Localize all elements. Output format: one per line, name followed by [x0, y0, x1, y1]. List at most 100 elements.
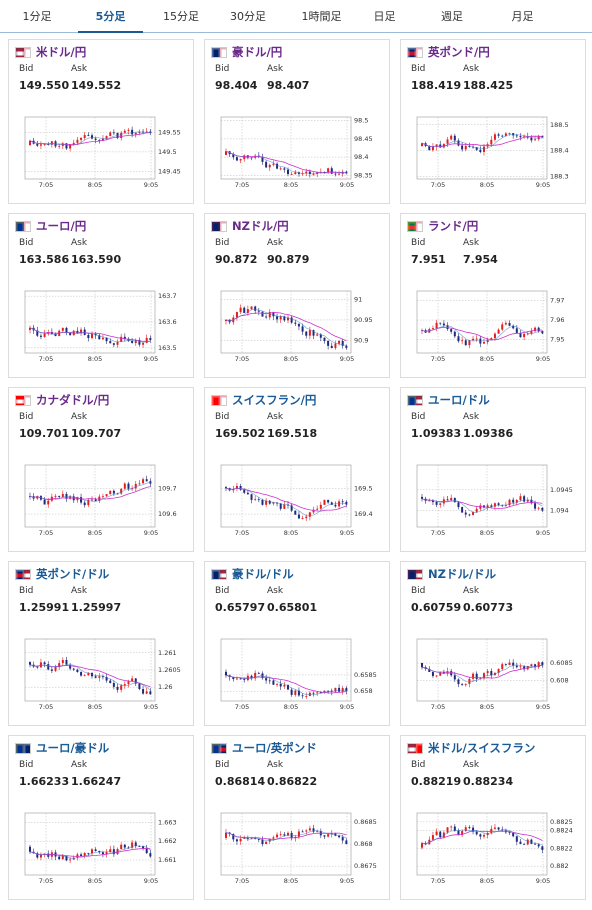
- price-chart[interactable]: 7:05 8:05 9:05 169.5 169.4: [205, 453, 391, 543]
- pair-title[interactable]: 英ポンド/ドル: [36, 567, 110, 581]
- candle-body: [323, 171, 326, 173]
- x-tick-label: 7:05: [39, 355, 54, 363]
- rate-card[interactable]: 豪ドル/ドル Bid Ask 0.65797 0.65801 7:05 8:05 9:05 0.…: [204, 561, 390, 726]
- pair-title[interactable]: 米ドル/円: [36, 45, 87, 59]
- moving-average-short: [225, 675, 347, 696]
- rate-card[interactable]: スイスフラン/円 Bid Ask 169.502 169.518 7:05 8:05 9:05…: [204, 387, 390, 552]
- candle-body: [530, 839, 533, 844]
- candle-body: [435, 144, 438, 147]
- rate-card[interactable]: ユーロ/豪ドル Bid Ask 1.66233 1.66247 7:05 8:05 9:05 1…: [8, 735, 194, 900]
- rate-card[interactable]: ランド/円 Bid Ask 7.951 7.954 7:05 8:05 9:05 7.97 7.9…: [400, 213, 586, 378]
- rate-card[interactable]: NZドル/ドル Bid Ask 0.60759 0.60773 7:05 8:05 9:05 0…: [400, 561, 586, 726]
- rate-card[interactable]: 英ポンド/円 Bid Ask 188.419 188.425 7:05 8:05 9:05 18…: [400, 39, 586, 204]
- moving-average-short: [225, 309, 347, 346]
- x-tick-label: 9:05: [340, 181, 355, 189]
- moving-average-short: [29, 664, 151, 691]
- quote-flag-icon: [24, 48, 30, 57]
- price-chart[interactable]: 7:05 8:05 9:05 91 90.95 90.9: [205, 279, 391, 369]
- candle-body: [341, 501, 344, 503]
- candle-body: [43, 662, 46, 665]
- rate-card[interactable]: ユーロ/英ポンド Bid Ask 0.86814 0.86822 7:05 8:05 9:05…: [204, 735, 390, 900]
- candle-body: [69, 859, 72, 861]
- tab-週足[interactable]: 週足: [441, 10, 463, 23]
- tab-日足[interactable]: 日足: [373, 10, 396, 23]
- pair-title[interactable]: NZドル/ドル: [428, 567, 497, 581]
- tab-月足[interactable]: 月足: [511, 10, 534, 23]
- rate-card[interactable]: カナダドル/円 Bid Ask 109.701 109.707 7:05 8:05 9:05 1…: [8, 387, 194, 552]
- candle-body: [297, 831, 300, 837]
- tab-1分足[interactable]: 1分足: [22, 10, 52, 23]
- candle-body: [112, 683, 115, 687]
- y-tick-label: 7.95: [550, 335, 564, 343]
- price-chart[interactable]: 7:05 8:05 9:05 7.97 7.96 7.95: [401, 279, 587, 369]
- rate-card[interactable]: NZドル/円 Bid Ask 90.872 90.879 7:05 8:05 9:05 91 90…: [204, 213, 390, 378]
- ask-label: Ask: [71, 586, 88, 596]
- pair-title[interactable]: 豪ドル/円: [232, 45, 283, 59]
- x-tick-label: 9:05: [536, 703, 551, 711]
- pair-title[interactable]: ユーロ/豪ドル: [36, 741, 110, 755]
- candle-body: [435, 831, 438, 836]
- candle-body: [330, 168, 333, 174]
- y-tick-label: 90.9: [354, 337, 368, 345]
- rate-card[interactable]: 英ポンド/ドル Bid Ask 1.25991 1.25997 7:05 8:05 9:05 1…: [8, 561, 194, 726]
- pair-title[interactable]: スイスフラン/円: [232, 393, 317, 407]
- pair-title[interactable]: 米ドル/スイスフラン: [428, 741, 536, 755]
- quote-flag-icon: [416, 48, 422, 57]
- rate-card[interactable]: 豪ドル/円 Bid Ask 98.404 98.407 7:05 8:05 9:05 98.5 9…: [204, 39, 390, 204]
- price-chart[interactable]: 7:05 8:05 9:05 109.7 109.6: [9, 453, 195, 543]
- candle-body: [265, 500, 268, 505]
- price-chart[interactable]: 7:05 8:05 9:05 1.261 1.2605 1.26: [9, 627, 195, 717]
- pair-title[interactable]: NZドル/円: [232, 219, 289, 233]
- pair-title[interactable]: ランド/円: [428, 219, 479, 233]
- x-tick-label: 9:05: [536, 181, 551, 189]
- y-tick-label: 163.5: [158, 344, 177, 352]
- candle-body: [431, 672, 434, 677]
- price-chart[interactable]: 7:05 8:05 9:05 1.663 1.662 1.661: [9, 801, 195, 891]
- rate-card[interactable]: 米ドル/スイスフラン Bid Ask 0.88219 0.88234 7:05 8:05 9:…: [400, 735, 586, 900]
- price-chart[interactable]: 7:05 8:05 9:05 1.0945 1.094: [401, 453, 587, 543]
- rate-card[interactable]: 米ドル/円 Bid Ask 149.550 149.552 7:05 8:05 9:05 149…: [8, 39, 194, 204]
- tab-15分足[interactable]: 15分足: [163, 10, 199, 23]
- price-chart[interactable]: 7:05 8:05 9:05 0.6585 0.658: [205, 627, 391, 717]
- candle-body: [235, 485, 238, 489]
- candle-body: [138, 683, 141, 690]
- rate-card[interactable]: ユーロ/ドル Bid Ask 1.09383 1.09386 7:05 8:05 9:05 1.…: [400, 387, 586, 552]
- candle-body: [145, 337, 148, 343]
- candle-body: [72, 142, 75, 145]
- price-chart[interactable]: 7:05 8:05 9:05 0.8685 0.868 0.8675: [205, 801, 391, 891]
- price-chart[interactable]: 7:05 8:05 9:05 0.6085 0.608: [401, 627, 587, 717]
- candle-body: [457, 140, 460, 146]
- candle-body: [428, 500, 431, 502]
- candle-body: [327, 834, 330, 837]
- pair-title[interactable]: カナダドル/円: [36, 393, 110, 407]
- candle-body: [297, 323, 300, 327]
- y-tick-label: 98.35: [354, 171, 373, 179]
- x-tick-label: 9:05: [536, 877, 551, 885]
- price-chart[interactable]: 7:05 8:05 9:05 149.55 149.5 149.45: [9, 105, 195, 195]
- candle-body: [461, 507, 464, 513]
- pair-title[interactable]: 英ポンド/円: [428, 45, 490, 59]
- candle-body: [127, 681, 130, 685]
- price-chart[interactable]: 7:05 8:05 9:05 188.5 188.4 188.3: [401, 105, 587, 195]
- candle-body: [442, 323, 445, 326]
- price-chart[interactable]: 7:05 8:05 9:05 163.7 163.6 163.5: [9, 279, 195, 369]
- tab-5分足[interactable]: 5分足: [78, 0, 143, 33]
- price-chart[interactable]: 7:05 8:05 9:05 98.5 98.45 98.4 98.35: [205, 105, 391, 195]
- tab-30分足[interactable]: 30分足: [230, 10, 266, 23]
- tab-1時間足[interactable]: 1時間足: [301, 10, 342, 23]
- pair-title[interactable]: ユーロ/ドル: [428, 393, 490, 407]
- pair-title[interactable]: ユーロ/円: [36, 219, 87, 233]
- candle-body: [341, 340, 344, 346]
- candle-body: [541, 331, 544, 334]
- x-tick-label: 7:05: [39, 703, 54, 711]
- pair-title[interactable]: 豪ドル/ドル: [232, 567, 294, 581]
- candle-body: [421, 843, 423, 848]
- candle-body: [149, 691, 152, 695]
- candle-body: [504, 322, 507, 325]
- candle-body: [276, 163, 279, 169]
- candle-body: [254, 672, 257, 679]
- candle-body: [39, 144, 42, 146]
- pair-title[interactable]: ユーロ/英ポンド: [232, 741, 317, 755]
- rate-card[interactable]: ユーロ/円 Bid Ask 163.586 163.590 7:05 8:05 9:05 163…: [8, 213, 194, 378]
